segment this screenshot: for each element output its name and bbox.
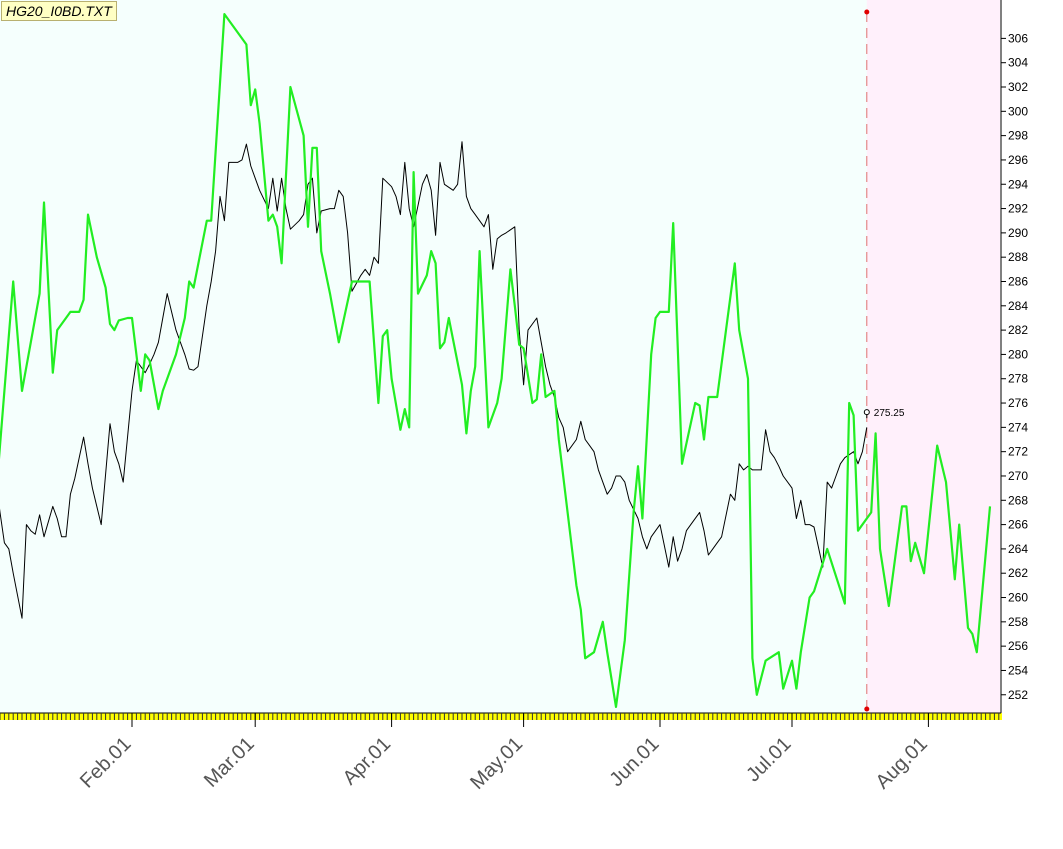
y-tick-label: 266 xyxy=(1008,518,1028,532)
annotation-layer: 275.25 xyxy=(863,9,905,712)
series-line-1 xyxy=(0,141,868,619)
y-tick-label: 280 xyxy=(1008,347,1028,361)
x-month-label: Feb.01 xyxy=(76,733,136,793)
x-month-label: May.01 xyxy=(466,733,527,794)
y-tick-label: 296 xyxy=(1008,153,1028,167)
x-month-label: Jun.01 xyxy=(606,733,664,791)
y-tick-label: 262 xyxy=(1008,566,1028,580)
y-axis: 252 254 256 258 260 262 264 266 268 270 272 274 276 2… xyxy=(1001,31,1028,702)
y-tick-label: 290 xyxy=(1008,226,1028,240)
y-tick-label: 302 xyxy=(1008,80,1028,94)
forecast-zone xyxy=(866,0,1000,713)
x-month-label: Apr.01 xyxy=(339,733,395,789)
y-tick-label: 298 xyxy=(1008,129,1028,143)
x-month-label: Jul.01 xyxy=(742,733,795,786)
y-tick-label: 306 xyxy=(1008,31,1028,45)
y-tick-label: 272 xyxy=(1008,445,1028,459)
x-month-label: Mar.01 xyxy=(200,733,259,792)
forecast-marker-bottom xyxy=(864,706,870,712)
y-tick-label: 292 xyxy=(1008,202,1028,216)
chart-title: HG20_I0BD.TXT xyxy=(1,1,117,21)
y-tick-label: 252 xyxy=(1008,688,1028,702)
y-tick-label: 270 xyxy=(1008,469,1028,483)
x-axis: 2019Feb.01Mar.01Apr.01May.01Jun.01Jul.01… xyxy=(0,712,1001,794)
y-tick-label: 264 xyxy=(1008,542,1028,556)
y-tick-label: 278 xyxy=(1008,372,1028,386)
y-tick-label: 256 xyxy=(1008,639,1028,653)
y-tick-label: 304 xyxy=(1008,56,1028,70)
last-value-dot xyxy=(863,409,870,416)
y-tick-label: 286 xyxy=(1008,274,1028,288)
y-tick-label: 294 xyxy=(1008,177,1028,191)
plot-background xyxy=(0,0,1000,713)
x-month-label: Aug.01 xyxy=(872,733,932,793)
last-value-label: 275.25 xyxy=(874,408,905,419)
forecast-marker-top xyxy=(864,9,870,15)
series-layer xyxy=(0,13,992,709)
y-tick-label: 258 xyxy=(1008,615,1028,629)
y-tick-label: 268 xyxy=(1008,493,1028,507)
x-axis-band xyxy=(0,713,1002,720)
y-tick-label: 254 xyxy=(1008,663,1028,677)
y-tick-label: 260 xyxy=(1008,591,1028,605)
last-value-marker xyxy=(863,409,870,419)
y-tick-label: 288 xyxy=(1008,250,1028,264)
y-tick-label: 282 xyxy=(1008,323,1028,337)
y-tick-label: 284 xyxy=(1008,299,1028,313)
series-line-2 xyxy=(0,13,992,709)
y-tick-label: 274 xyxy=(1008,420,1028,434)
y-tick-label: 300 xyxy=(1008,104,1028,118)
y-tick-label: 276 xyxy=(1008,396,1028,410)
